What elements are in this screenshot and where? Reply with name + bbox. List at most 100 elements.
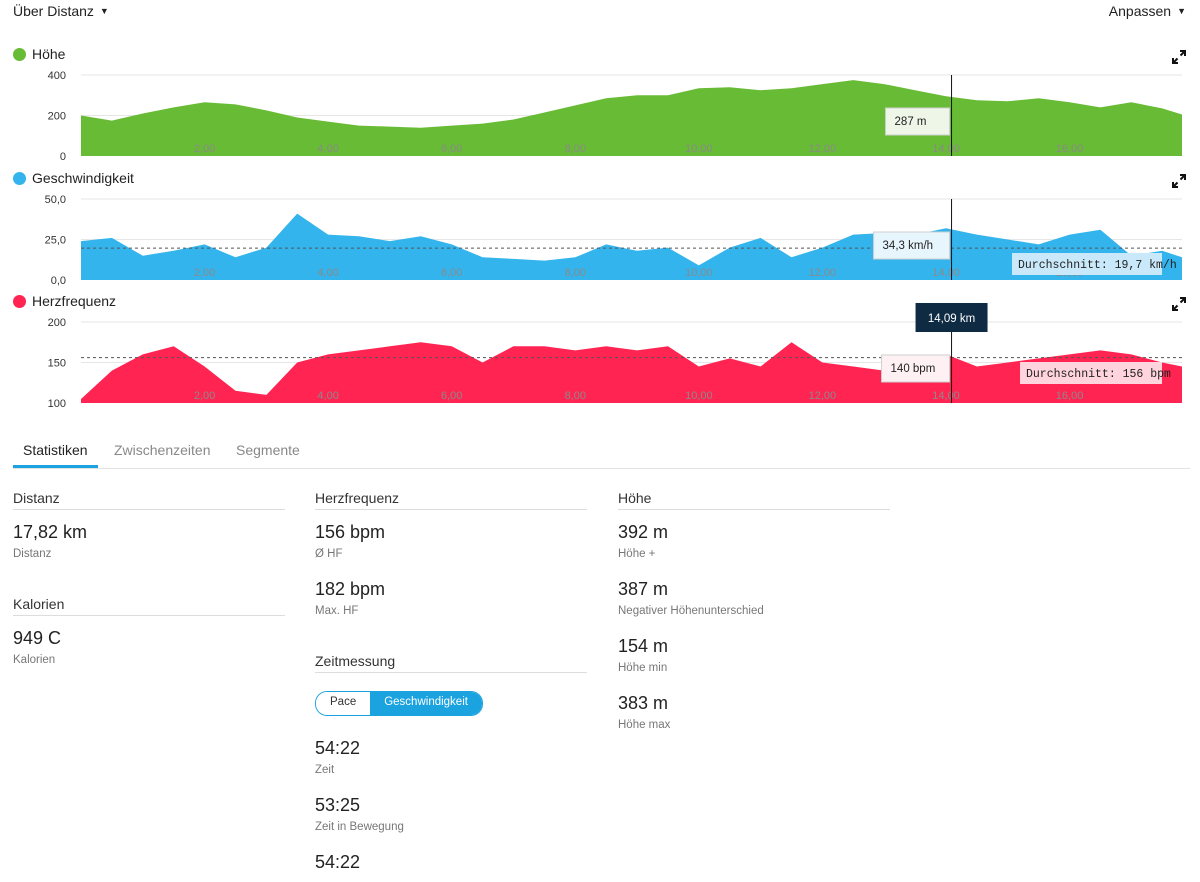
x-tick-label: 8,00 — [565, 267, 586, 279]
x-tick-label: 14,00 — [932, 143, 960, 155]
ascent-value: 392 m — [618, 522, 669, 542]
x-tick-label: 4,00 — [317, 143, 338, 155]
distance-section-head: Distanz — [13, 490, 285, 510]
value-tooltip-box — [885, 107, 951, 136]
speed-chart[interactable]: 50,0 25,0 0,0 2,00 4,00 6,00 8,00 10,00 12,00 14,… — [0, 184, 1200, 304]
moving-time-value: 53:25 — [315, 795, 361, 815]
time-label: Zeit — [315, 764, 335, 776]
distance-label: Distanz — [13, 548, 52, 560]
value-tooltip-text: 34,3 km/h — [883, 240, 934, 252]
hr-legend-dot — [13, 294, 26, 308]
elevation-legend-dot — [13, 47, 26, 61]
avg-hr-label: Ø HF — [315, 548, 343, 560]
x-tick-label: 2,00 — [194, 390, 215, 402]
x-tick-label: 12,00 — [809, 267, 837, 279]
speed-toggle-button[interactable]: Geschwindigkeit — [370, 692, 482, 715]
y-tick-label: 150 — [48, 358, 66, 370]
moving-time-label: Zeit in Bewegung — [315, 821, 404, 833]
y-tick-label: 100 — [48, 398, 66, 410]
x-tick-label: 2,00 — [194, 143, 215, 155]
expand-icon[interactable] — [1172, 297, 1186, 311]
stats-tabs: Statistiken Zwischenzeiten Segmente — [13, 436, 1190, 469]
x-tick-label: 8,00 — [565, 143, 586, 155]
average-label: Durchschnitt: 156 bpm — [1026, 368, 1171, 381]
expand-icon[interactable] — [1172, 50, 1186, 64]
pace-toggle-button[interactable]: Pace — [316, 692, 371, 715]
speed-chart-title: Geschwindigkeit — [13, 170, 134, 186]
x-tick-label: 6,00 — [441, 390, 462, 402]
distance-axis-select[interactable]: Über Distanz ▼ — [13, 3, 109, 19]
hr-chart-title: Herzfrequenz — [13, 293, 116, 309]
x-tick-label: 10,00 — [685, 390, 713, 402]
hr-title-text: Herzfrequenz — [32, 293, 117, 309]
min-elevation-label: Höhe min — [618, 662, 668, 674]
y-tick-label: 200 — [48, 111, 66, 123]
cursor-distance-label: 14,09 km — [928, 313, 975, 325]
x-tick-label: 12,00 — [809, 390, 837, 402]
y-tick-label: 400 — [48, 70, 66, 82]
stats-column-3: Höhe 392 m Höhe + 387 m Negativer Höhenu… — [618, 490, 890, 750]
hr-chart[interactable]: 200 150 100 2,00 4,00 6,00 8,00 10,00 12,00 14,00… — [0, 303, 1200, 427]
max-hr-label: Max. HF — [315, 605, 359, 617]
elevation-title-text: Höhe — [32, 46, 66, 62]
speed-chart-panel: Geschwindigkeit — [0, 164, 1200, 284]
x-tick-label: 10,00 — [685, 143, 713, 155]
value-tooltip-box — [873, 231, 951, 260]
x-tick-label: 10,00 — [685, 267, 713, 279]
timing-section-head: Zeitmessung — [315, 653, 587, 673]
descent-label: Negativer Höhenunterschied — [618, 605, 764, 617]
x-tick-label: 4,00 — [317, 390, 338, 402]
x-tick-label: 2,00 — [194, 267, 215, 279]
cursor-distance-flag — [915, 303, 988, 332]
tab-zwischenzeiten[interactable]: Zwischenzeiten — [114, 442, 211, 458]
x-tick-label: 14,00 — [932, 390, 960, 402]
distance-axis-label: Über Distanz — [13, 3, 94, 19]
calories-value: 949 C — [13, 628, 62, 648]
tab-segmente[interactable]: Segmente — [236, 442, 300, 458]
ascent-label: Höhe + — [618, 548, 656, 560]
time-value: 54:22 — [315, 738, 361, 758]
distance-value: 17,82 km — [13, 522, 88, 542]
caret-down-icon: ▼ — [1177, 6, 1186, 16]
descent-value: 387 m — [618, 579, 669, 599]
x-tick-label: 6,00 — [441, 143, 462, 155]
x-tick-label: 16,00 — [1056, 390, 1084, 402]
pace-speed-toggle: Pace Geschwindigkeit — [315, 691, 483, 716]
x-tick-label: 4,00 — [317, 267, 338, 279]
customize-label: Anpassen — [1108, 3, 1172, 19]
y-tick-label: 0,0 — [51, 275, 66, 287]
y-tick-label: 25,0 — [45, 235, 66, 247]
y-tick-label: 200 — [48, 317, 66, 329]
caret-down-icon: ▼ — [99, 6, 109, 16]
stats-column-2: Herzfrequenz 156 bpm Ø HF 182 bpm Max. H… — [315, 490, 587, 873]
hr-section-head: Herzfrequenz — [315, 490, 587, 510]
customize-button[interactable]: Anpassen ▼ — [1109, 3, 1186, 19]
elevation-chart[interactable]: 400 200 0 2,00 4,00 6,00 8,00 10,00 12,00 14,00 16… — [0, 60, 1200, 180]
x-tick-label: 12,00 — [809, 143, 837, 155]
max-elevation-label: Höhe max — [618, 719, 671, 731]
hr-chart-panel: Herzfrequenz — [0, 287, 1200, 407]
elapsed-time-value: 54:22 — [315, 852, 361, 872]
x-tick-label: 6,00 — [441, 267, 462, 279]
elevation-chart-title: Höhe — [13, 46, 65, 62]
data-area — [81, 342, 1182, 403]
value-tooltip-box — [881, 354, 951, 383]
calories-section-head: Kalorien — [13, 596, 285, 616]
value-tooltip-text: 140 bpm — [891, 363, 936, 375]
y-tick-label: 0 — [60, 151, 66, 163]
average-label-box — [1012, 253, 1162, 275]
x-tick-label: 16,00 — [1056, 143, 1084, 155]
elevation-chart-panel: Höhe — [0, 40, 1200, 160]
x-tick-label: 8,00 — [565, 390, 586, 402]
expand-icon[interactable] — [1172, 174, 1186, 188]
data-area — [81, 213, 1182, 280]
x-tick-label: 14,00 — [932, 267, 960, 279]
calories-label: Kalorien — [13, 654, 56, 666]
value-tooltip-text: 287 m — [895, 116, 927, 128]
elevation-section-head: Höhe — [618, 490, 890, 510]
max-hr-value: 182 bpm — [315, 579, 386, 599]
max-elevation-value: 383 m — [618, 693, 669, 713]
speed-title-text: Geschwindigkeit — [32, 170, 134, 186]
speed-legend-dot — [13, 171, 26, 185]
tab-statistiken[interactable]: Statistiken — [13, 442, 98, 468]
